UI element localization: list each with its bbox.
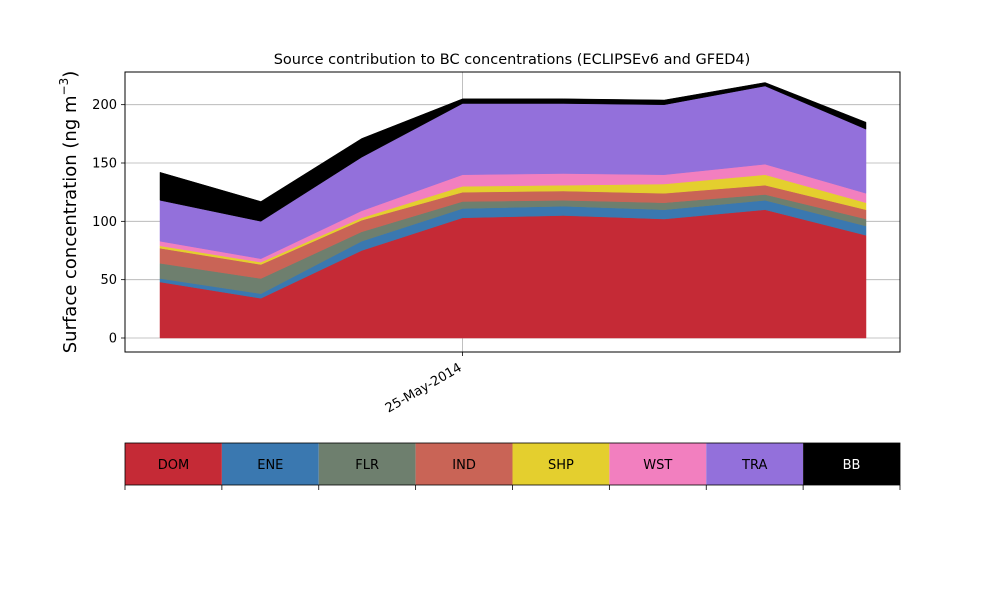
legend-label-dom: DOM bbox=[158, 458, 189, 473]
legend-swatch-ind bbox=[415, 443, 513, 485]
area-series bbox=[159, 82, 867, 339]
legend-label-wst: WST bbox=[643, 458, 672, 473]
y-axis-label-superscript: −3 bbox=[57, 78, 71, 96]
plot-frame bbox=[124, 71, 901, 353]
legend-label-tra: TRA bbox=[741, 458, 767, 473]
legend-label-bb: BB bbox=[843, 458, 861, 473]
y-axis-label: Surface concentration (ng m−3) bbox=[57, 71, 81, 354]
y-tick-label-0: 0 bbox=[109, 332, 117, 347]
x-tick-label: 25-May-2014 bbox=[383, 360, 465, 416]
legend-swatch-ene bbox=[221, 443, 319, 485]
legend-swatch-flr bbox=[318, 443, 416, 485]
chart-title: Source contribution to BC concentrations… bbox=[274, 52, 751, 68]
legend-swatch-bb bbox=[803, 443, 900, 485]
legend-label-ene: ENE bbox=[257, 458, 283, 473]
y-axis-label-main: Surface concentration (ng m bbox=[60, 95, 81, 353]
legend-label-shp: SHP bbox=[548, 458, 574, 473]
legend-swatch-dom bbox=[125, 443, 222, 485]
area-bb bbox=[159, 82, 867, 222]
legend-swatch-tra bbox=[706, 443, 804, 485]
legend-swatch-wst bbox=[609, 443, 707, 485]
legend-label-ind: IND bbox=[452, 458, 476, 473]
y-tick-label-50: 50 bbox=[100, 273, 117, 288]
legend: DOM ENE FLR IND SHP WST TRA BB bbox=[124, 442, 901, 490]
legend-label-flr: FLR bbox=[355, 458, 379, 473]
y-tick-label-200: 200 bbox=[92, 98, 117, 113]
y-axis-label-close: ) bbox=[60, 71, 81, 78]
y-tick-label-100: 100 bbox=[92, 215, 117, 230]
y-tick-label-150: 150 bbox=[92, 157, 117, 172]
legend-swatch-shp bbox=[512, 443, 610, 485]
